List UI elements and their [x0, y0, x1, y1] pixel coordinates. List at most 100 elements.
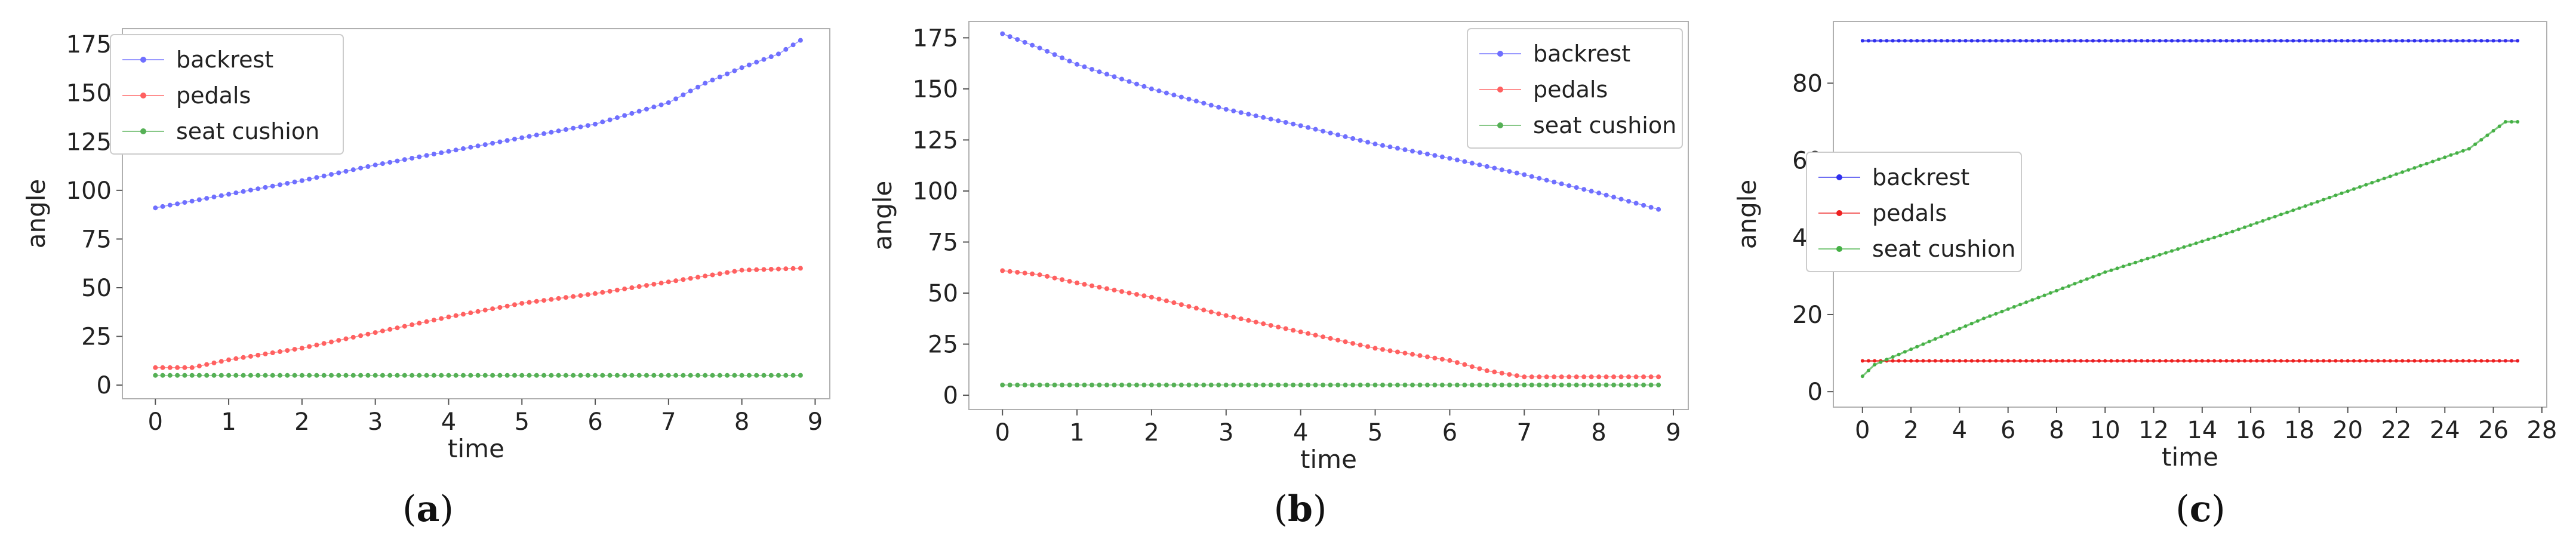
data-point-pedals-b	[1037, 272, 1042, 278]
data-point-backrest-a	[798, 38, 803, 43]
data-point-pedals-b	[1090, 283, 1094, 288]
data-point-pedals-c	[2054, 359, 2058, 363]
data-point-pedals-c	[2127, 359, 2131, 363]
legend-box-a	[110, 34, 344, 155]
data-point-pedals-c	[2418, 359, 2423, 363]
data-point-backrest-c	[2036, 39, 2041, 43]
data-point-seat-cushion-c	[2115, 266, 2119, 270]
data-point-pedals-b	[1492, 370, 1497, 375]
data-point-seat-cushion-b	[1417, 382, 1423, 387]
data-point-backrest-c	[2030, 39, 2035, 43]
data-point-seat-cushion-a	[461, 372, 466, 378]
data-point-seat-cushion-b	[1328, 382, 1333, 387]
data-point-seat-cushion-b	[1037, 382, 1042, 387]
data-point-backrest-b	[1626, 199, 1632, 204]
data-point-pedals-b	[1112, 287, 1117, 293]
data-point-backrest-b	[1253, 113, 1258, 119]
data-point-seat-cushion-c	[2200, 239, 2204, 244]
data-point-pedals-a	[578, 293, 583, 298]
x-tick-label-a: 3	[368, 408, 383, 436]
data-point-seat-cushion-b	[1022, 382, 1027, 387]
legend-marker-seat-cushion-c	[1836, 246, 1842, 252]
data-point-backrest-b	[1432, 153, 1438, 158]
data-point-backrest-c	[2388, 39, 2392, 43]
data-point-pedals-a	[365, 331, 371, 337]
data-point-seat-cushion-b	[1596, 382, 1602, 387]
data-point-backrest-a	[549, 130, 554, 135]
data-point-backrest-a	[336, 170, 341, 176]
data-point-pedals-c	[2067, 359, 2071, 363]
data-point-pedals-c	[2309, 359, 2313, 363]
data-point-pedals-b	[1045, 273, 1050, 279]
data-point-pedals-c	[2109, 359, 2113, 363]
data-point-seat-cushion-c	[2461, 149, 2465, 153]
x-tick-label-a: 7	[661, 408, 676, 436]
data-point-backrest-b	[1462, 159, 1467, 164]
data-point-pedals-a	[776, 266, 781, 272]
data-point-backrest-b	[1276, 118, 1281, 124]
x-tick-label-c: 22	[2381, 417, 2412, 444]
data-point-pedals-c	[2503, 359, 2507, 363]
data-point-backrest-c	[2431, 39, 2435, 43]
data-point-backrest-a	[321, 173, 327, 178]
data-point-backrest-c	[2127, 39, 2131, 43]
data-point-backrest-b	[1261, 115, 1266, 120]
data-point-pedals-b	[1186, 304, 1192, 309]
data-point-pedals-a	[424, 319, 429, 324]
data-point-seat-cushion-c	[2352, 187, 2356, 191]
data-point-backrest-a	[343, 168, 349, 174]
data-point-seat-cushion-b	[1201, 382, 1207, 387]
data-point-backrest-c	[2146, 39, 2150, 43]
data-point-seat-cushion-b	[1156, 382, 1162, 387]
data-point-seat-cushion-a	[160, 372, 165, 378]
data-point-backrest-a	[285, 181, 290, 186]
chart-panel-a: 0 1 2 3 4 5 6 7 8 9 0 25 50 75 100 125 150 175 time angle ba…	[0, 0, 858, 548]
data-point-backrest-a	[365, 164, 371, 169]
legend-label-seat-cushion-c: seat cushion	[1872, 236, 2015, 262]
data-point-seat-cushion-c	[1946, 332, 1949, 336]
data-point-seat-cushion-b	[1321, 382, 1326, 387]
data-point-seat-cushion-b	[1313, 382, 1318, 387]
legend-marker-backrest-a	[140, 57, 146, 63]
data-point-pedals-b	[1425, 354, 1430, 359]
data-point-pedals-c	[2091, 359, 2095, 363]
series-pedals-b	[1000, 268, 1661, 380]
x-tick-label-a: 1	[221, 408, 236, 436]
data-point-backrest-c	[2479, 39, 2483, 43]
caption-c-letter: c	[2189, 488, 2212, 530]
data-point-pedals-b	[1343, 339, 1348, 344]
data-point-backrest-b	[1097, 69, 1102, 75]
data-point-backrest-c	[2328, 39, 2332, 43]
data-point-seat-cushion-a	[725, 372, 730, 378]
data-point-pedals-c	[1903, 359, 1907, 363]
data-point-pedals-a	[211, 361, 217, 365]
data-point-seat-cushion-c	[1975, 319, 1980, 323]
data-point-seat-cushion-c	[2346, 189, 2350, 193]
legend-c: backrest pedals seat cushion	[1806, 152, 2022, 272]
data-point-backrest-b	[1306, 125, 1311, 130]
x-tick-label-b: 8	[1591, 419, 1606, 447]
data-point-backrest-b	[1343, 134, 1348, 139]
data-point-seat-cushion-c	[2121, 264, 2125, 269]
data-point-seat-cushion-c	[2067, 284, 2071, 288]
series-backrest-a	[153, 38, 803, 211]
data-point-pedals-a	[703, 273, 708, 279]
data-point-pedals-c	[2461, 359, 2465, 363]
data-point-backrest-c	[1866, 39, 1870, 43]
legend-marker-backrest-b	[1497, 51, 1503, 57]
data-point-seat-cushion-b	[1306, 382, 1311, 387]
data-point-pedals-a	[644, 283, 649, 288]
data-point-pedals-b	[1387, 348, 1393, 353]
data-point-pedals-c	[2048, 359, 2052, 363]
data-point-seat-cushion-c	[2006, 307, 2010, 311]
data-point-backrest-a	[182, 200, 187, 205]
data-point-backrest-b	[1484, 164, 1489, 169]
caption-a-letter: a	[416, 488, 440, 530]
x-tick-label-b: 1	[1069, 419, 1084, 447]
data-point-seat-cushion-a	[343, 372, 349, 378]
data-point-pedals-b	[1082, 282, 1087, 287]
data-point-backrest-a	[651, 104, 657, 110]
data-point-pedals-c	[2364, 359, 2368, 363]
data-point-seat-cushion-c	[2218, 233, 2223, 238]
data-point-seat-cushion-a	[776, 372, 781, 378]
